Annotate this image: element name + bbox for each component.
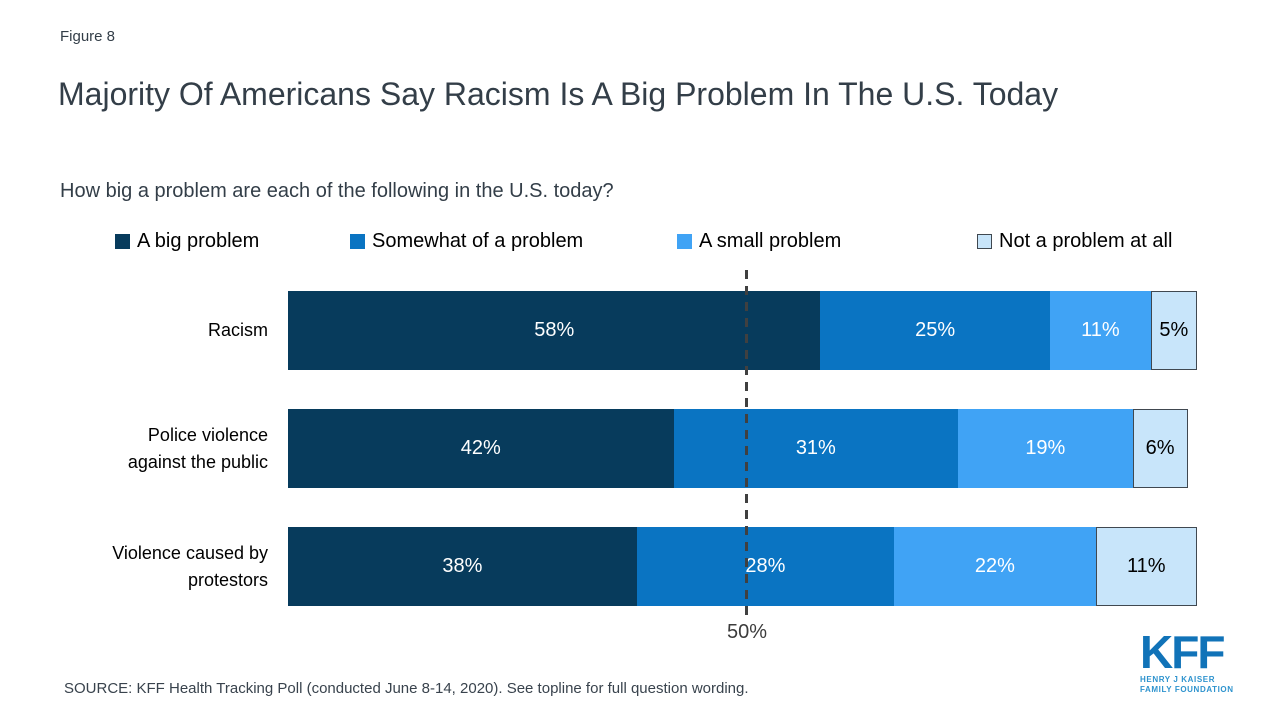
bar-value-label: 19% [1025, 437, 1066, 459]
category-label: Police violence against the public [127, 424, 268, 472]
bar-value-label: 6% [1145, 437, 1175, 459]
reference-line-50pct [745, 270, 748, 618]
kff-logo-subtitle-line1: HENRY J KAISER [1140, 675, 1216, 684]
legend-label: A big problem [137, 230, 260, 252]
legend-swatch [977, 234, 992, 249]
bar-value-label: 42% [460, 437, 501, 459]
legend-item: A big problem [115, 230, 259, 253]
reference-line-label: 50% [726, 621, 768, 643]
bar-segment: 25% [820, 291, 1050, 370]
figure-label: Figure 8 [60, 28, 116, 45]
kff-logo-subtitle-line2: FAMILY FOUNDATION [1140, 685, 1234, 694]
bar-segment: 11% [1095, 527, 1197, 606]
bar-segment: 42% [288, 409, 674, 488]
bar-segment: 28% [636, 527, 894, 606]
legend-item: Somewhat of a problem [350, 230, 583, 253]
bar-value-label: 11% [1081, 319, 1120, 341]
legend-label: Somewhat of a problem [372, 230, 584, 252]
bar-row: 42% 31% 19% 6% [288, 409, 1206, 488]
bar-value-label: 5% [1159, 319, 1189, 341]
bar-value-label: 31% [795, 437, 836, 459]
bar-row: 38% 28% 22% 11% [288, 527, 1206, 606]
bar-segment: 6% [1132, 409, 1188, 488]
legend-item: A small problem [677, 230, 841, 253]
bar-segment: 22% [893, 527, 1096, 606]
legend-label: A small problem [699, 230, 842, 252]
bar-value-label: 28% [745, 555, 786, 577]
legend-swatch [115, 234, 130, 249]
bar-segment: 31% [673, 409, 959, 488]
bar-segment: 5% [1150, 291, 1197, 370]
kff-logo-subtitle: HENRY J KAISER FAMILY FOUNDATION [1140, 675, 1260, 695]
bar-value-label: 11% [1127, 555, 1166, 577]
bar-row: 58% 25% 11% 5% [288, 291, 1206, 370]
bar-segment: 58% [288, 291, 821, 370]
bar-segment: 19% [958, 409, 1133, 488]
legend-swatch [677, 234, 692, 249]
page-title: Majority Of Americans Say Racism Is A Bi… [58, 76, 1059, 112]
legend-label: Not a problem at all [999, 230, 1173, 252]
legend-item: Not a problem at all [977, 230, 1172, 253]
legend-swatch [350, 234, 365, 249]
bar-value-label: 22% [974, 555, 1015, 577]
bar-value-label: 58% [534, 319, 575, 341]
source-note: SOURCE: KFF Health Tracking Poll (conduc… [64, 680, 749, 697]
bar-value-label: 38% [442, 555, 483, 577]
chart-subtitle: How big a problem are each of the follow… [60, 180, 614, 202]
category-label: Violence caused by protestors [112, 542, 268, 590]
kff-logo-text: KFF [1140, 626, 1225, 678]
bar-segment: 38% [288, 527, 637, 606]
bar-value-label: 25% [915, 319, 956, 341]
bar-segment: 11% [1049, 291, 1151, 370]
category-label: Racism [207, 320, 268, 340]
kff-logo: KFF HENRY J KAISER FAMILY FOUNDATION [1140, 626, 1260, 695]
